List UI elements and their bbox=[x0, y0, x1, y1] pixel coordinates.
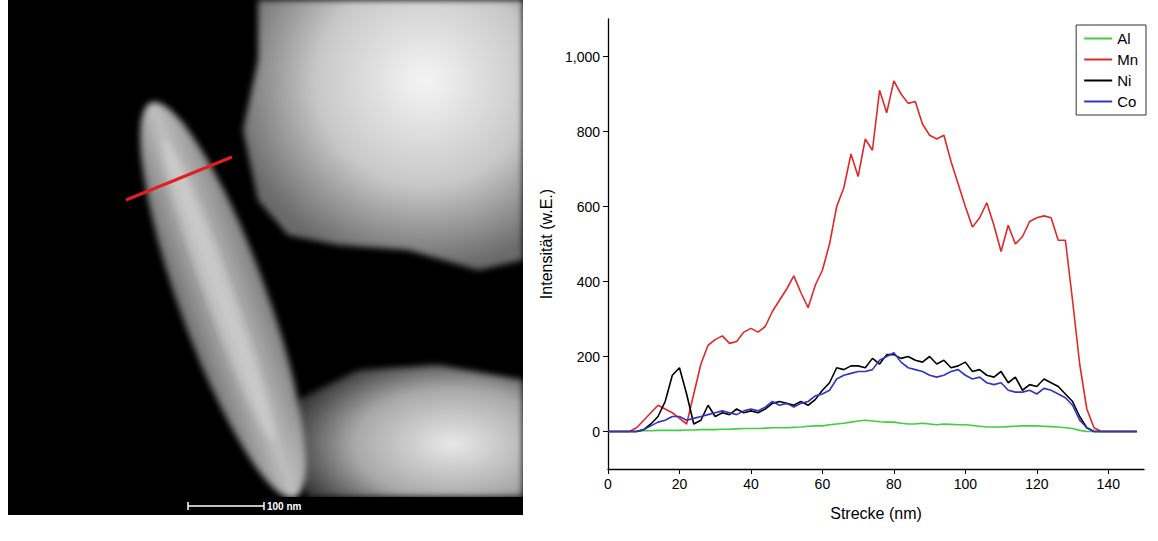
svg-text:40: 40 bbox=[743, 476, 759, 492]
svg-text:60: 60 bbox=[815, 476, 831, 492]
svg-text:Intensität (w.E.): Intensität (w.E.) bbox=[538, 189, 555, 299]
svg-text:0: 0 bbox=[592, 424, 600, 440]
svg-text:800: 800 bbox=[577, 124, 601, 140]
svg-text:400: 400 bbox=[577, 274, 601, 290]
svg-text:20: 20 bbox=[672, 476, 688, 492]
svg-text:200: 200 bbox=[577, 349, 601, 365]
svg-text:Strecke (nm): Strecke (nm) bbox=[830, 505, 922, 522]
svg-text:80: 80 bbox=[886, 476, 902, 492]
svg-text:600: 600 bbox=[577, 199, 601, 215]
svg-text:Ni: Ni bbox=[1117, 72, 1131, 89]
svg-text:Al: Al bbox=[1117, 30, 1130, 47]
svg-text:100 nm: 100 nm bbox=[267, 501, 302, 512]
svg-text:100: 100 bbox=[954, 476, 978, 492]
svg-text:Mn: Mn bbox=[1117, 51, 1138, 68]
svg-text:120: 120 bbox=[1025, 476, 1049, 492]
svg-text:0: 0 bbox=[604, 476, 612, 492]
svg-text:Co: Co bbox=[1117, 93, 1136, 110]
svg-text:1,000: 1,000 bbox=[565, 49, 600, 65]
svg-text:140: 140 bbox=[1097, 476, 1121, 492]
